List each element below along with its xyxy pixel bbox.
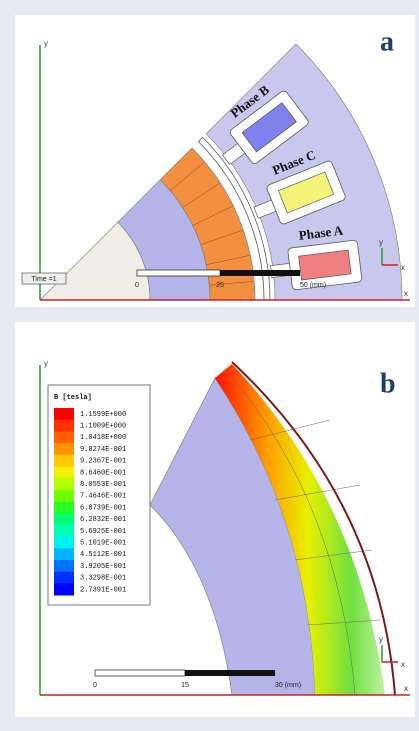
legend-swatch [54, 502, 74, 514]
legend-swatch [54, 513, 74, 525]
legend-swatch [54, 572, 74, 584]
legend-swatch [54, 443, 74, 455]
scale-label: 15 [181, 682, 189, 689]
scale-label: 0 [93, 682, 97, 689]
legend-swatch [54, 478, 74, 490]
legend-label: 1.1009E+000 [80, 423, 126, 431]
legend-label: 5.6925E-001 [80, 528, 126, 536]
scale-bar [95, 670, 185, 676]
scale-bar [185, 670, 275, 676]
legend-swatch [54, 560, 74, 572]
scale-label: 25 [216, 282, 224, 289]
legend-swatch [54, 584, 74, 596]
legend-label: 9.2367E-001 [80, 458, 126, 466]
legend-label: 6.2832E-001 [80, 516, 126, 524]
axis-label: y [379, 635, 383, 644]
figure: Phase BPhase CPhase A y x y x Time =1 0 … [0, 0, 419, 731]
axis-label: y [379, 238, 383, 247]
legend-label: 4.5112E-001 [80, 551, 126, 559]
legend-swatch [54, 455, 74, 467]
legend-title: B [tesla] [54, 394, 92, 402]
legend-swatch [54, 420, 74, 432]
time-label: Time =1 [31, 276, 56, 283]
axis-label: x [401, 660, 405, 669]
legend-swatch [54, 490, 74, 502]
legend-label: 5.1019E-001 [80, 540, 126, 548]
panel-label: b [380, 368, 396, 399]
legend-label: 8.6460E-001 [80, 469, 126, 477]
axis-label: x [404, 684, 408, 693]
legend-label: 1.0418E+000 [80, 434, 126, 442]
legend-swatch [54, 408, 74, 420]
legend-label: 7.4646E-001 [80, 493, 126, 501]
legend-swatch [54, 525, 74, 537]
axis-label: y [44, 359, 48, 368]
legend-label: 2.7391E-001 [80, 586, 126, 594]
legend-label: 3.9205E-001 [80, 563, 126, 571]
panel-label: a [380, 26, 394, 57]
legend-label: 6.8739E-001 [80, 504, 126, 512]
legend-label: 1.1599E+000 [80, 411, 126, 419]
legend-label: 8.0553E-001 [80, 481, 126, 489]
scale-label: 30 (mm) [275, 682, 301, 689]
scale-bar [137, 270, 220, 276]
legend-swatch [54, 537, 74, 549]
axis-label: y [44, 39, 48, 48]
axis-label: x [404, 289, 408, 298]
scale-label: 50 (mm) [300, 282, 326, 289]
axis-label: x [401, 263, 405, 272]
legend-swatch [54, 431, 74, 443]
scale-bar [220, 270, 300, 276]
legend-swatch [54, 548, 74, 560]
legend-swatch [54, 467, 74, 479]
legend-label: 9.8274E-001 [80, 446, 126, 454]
legend-label: 3.3298E-001 [80, 575, 126, 583]
scale-label: 0 [135, 282, 139, 289]
